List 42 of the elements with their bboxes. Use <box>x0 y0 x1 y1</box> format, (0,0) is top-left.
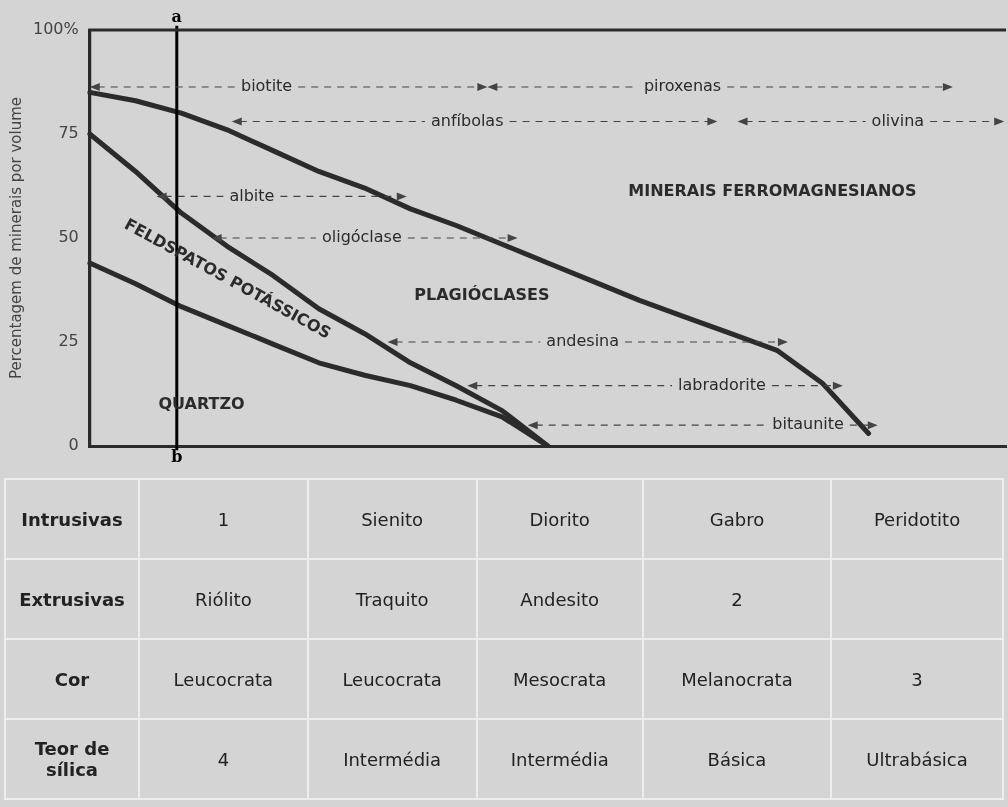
y-tick-label: 50 <box>58 227 79 247</box>
annotation: oligóclase <box>321 227 402 247</box>
category-label: Extrusivas <box>19 588 125 610</box>
text: Andesito <box>520 588 599 610</box>
text: 3 <box>911 668 923 690</box>
text: b <box>171 447 183 467</box>
annotation: piroxenas <box>643 76 722 96</box>
text: Ultrabásica <box>866 748 968 770</box>
text: a <box>171 7 182 26</box>
annotation: MINERAIS FERROMAGNESIANOS <box>628 181 917 201</box>
text: Mesocrata <box>512 668 607 690</box>
category-label: Cor <box>54 668 90 690</box>
text: Melanocrata <box>681 668 793 690</box>
text: Traquito <box>355 588 429 610</box>
text: Intermédia <box>510 748 609 770</box>
y-tick-label: 0 <box>68 435 79 455</box>
annotation: olivina <box>871 110 925 130</box>
annotation: andesina <box>546 331 620 351</box>
text: Diorito <box>529 508 590 530</box>
text: 4 <box>217 748 230 770</box>
annotation: biotite <box>240 76 293 96</box>
text: 2 <box>731 588 743 610</box>
y-tick-label: 75 <box>58 123 79 143</box>
y-tick-label: 100% <box>32 19 79 39</box>
text: Intermédia <box>343 748 442 770</box>
text: 1 <box>217 508 230 530</box>
y-tick-label: 25 <box>58 331 79 351</box>
text: Sienito <box>361 508 424 530</box>
text: Peridotito <box>873 508 961 530</box>
text: Riólito <box>195 588 252 610</box>
annotation: PLAGIÓCLASES <box>414 285 550 305</box>
annotation: labradorite <box>678 374 766 394</box>
text: Básica <box>707 748 767 770</box>
text: Leucocrata <box>173 668 274 690</box>
annotation: albite <box>229 185 275 205</box>
y-axis-title: Percentagem de minerais por volume <box>6 96 25 380</box>
annotation: bitaunite <box>772 414 844 434</box>
category-label: Teor de sílica <box>34 738 110 780</box>
text: Gabro <box>709 508 765 530</box>
text: Leucocrata <box>342 668 442 690</box>
category-label: Intrusivas <box>21 508 123 530</box>
annotation: anfíbolas <box>430 110 504 130</box>
